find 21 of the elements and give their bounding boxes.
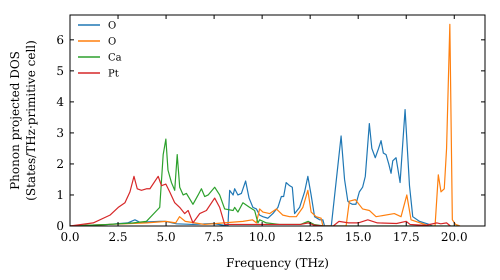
y-tick-label: 5 [56,64,64,78]
y-tick-label: 3 [56,126,64,140]
y-tick-label: 6 [56,33,64,48]
x-tick-label: 7.5 [204,230,224,244]
y-tick-label: 2 [56,157,64,172]
x-tick-label: 12.5 [296,230,324,244]
x-tick-label: 17.5 [392,230,420,244]
y-tick-label: 1 [56,188,64,202]
x-tick-label: 15.0 [344,230,372,244]
legend-label: O [108,36,116,48]
y-tick-label: 4 [56,95,64,110]
legend-label: Ca [108,52,122,64]
x-tick-label: 10.0 [248,230,276,244]
y-axis-title: Phonon projected DOS (States/THz·primitive cell) [8,40,38,201]
x-axis-title: Frequency (THz) [226,256,329,270]
legend-label: O [108,20,116,32]
line-series [70,176,452,226]
x-tick-label: 5.0 [156,230,176,244]
x-tick-label: 20.0 [440,230,468,244]
legend-label: Pt [108,68,119,80]
x-tick-label: 2.5 [108,230,128,244]
